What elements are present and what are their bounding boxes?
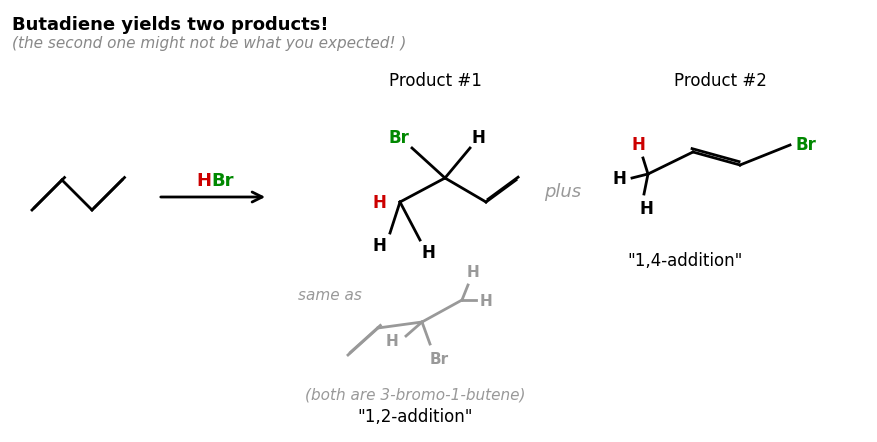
Text: Butadiene yields two products!: Butadiene yields two products! xyxy=(12,16,328,34)
Text: H: H xyxy=(372,237,386,255)
Text: "1,4-addition": "1,4-addition" xyxy=(626,252,742,270)
Text: Product #2: Product #2 xyxy=(673,72,766,90)
Text: H: H xyxy=(467,265,479,280)
Text: H: H xyxy=(472,129,485,147)
Text: Br: Br xyxy=(430,352,449,367)
Text: H: H xyxy=(631,136,645,154)
Text: H: H xyxy=(480,294,492,309)
Text: H: H xyxy=(372,194,386,212)
Text: Product #1: Product #1 xyxy=(389,72,481,90)
Text: H: H xyxy=(196,172,210,190)
Text: (both are 3-bromo-1-butene): (both are 3-bromo-1-butene) xyxy=(304,388,524,403)
Text: same as: same as xyxy=(297,288,361,303)
Text: H: H xyxy=(611,170,625,188)
Text: H: H xyxy=(422,244,435,262)
Text: Br: Br xyxy=(210,172,233,190)
Text: plus: plus xyxy=(544,183,581,201)
Text: H: H xyxy=(385,335,397,350)
Text: Br: Br xyxy=(388,129,409,147)
Text: H: H xyxy=(638,200,652,218)
Text: Br: Br xyxy=(795,136,816,154)
Text: "1,2-addition": "1,2-addition" xyxy=(357,408,472,426)
Text: (the second one might not be what you expected! ): (the second one might not be what you ex… xyxy=(12,36,406,51)
